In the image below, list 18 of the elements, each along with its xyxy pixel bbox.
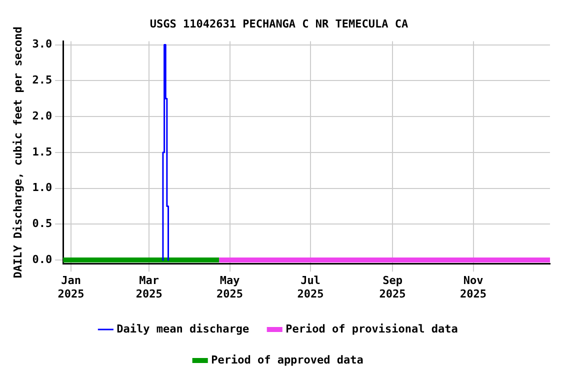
- x-tick-label: Nov 2025: [460, 274, 487, 300]
- y-tick-label: 1.0: [32, 181, 52, 194]
- chart-title: USGS 11042631 PECHANGA C NR TEMECULA CA: [150, 17, 409, 30]
- x-tick-label: May 2025: [216, 274, 244, 300]
- legend-label: Daily mean discharge: [116, 322, 250, 336]
- legend-label: Period of provisional data: [286, 322, 458, 336]
- y-tick-label: 3.0: [32, 38, 52, 51]
- y-tick-label: 0.0: [32, 252, 52, 266]
- x-tick-label: Jan 2025: [58, 274, 84, 300]
- y-tick-label: 2.5: [32, 74, 52, 87]
- y-axis-title: DAILY Discharge, cubic feet per second: [11, 26, 24, 278]
- legend-label: Period of approved data: [211, 353, 364, 366]
- y-tick-label: 1.5: [32, 145, 52, 158]
- y-tick-label: 0.5: [32, 217, 52, 230]
- x-tick-label: Sep 2025: [379, 274, 406, 300]
- x-tick-label: Mar 2025: [136, 274, 162, 300]
- x-tick-label: Jul 2025: [297, 274, 324, 300]
- y-tick-label: 2.0: [32, 109, 52, 122]
